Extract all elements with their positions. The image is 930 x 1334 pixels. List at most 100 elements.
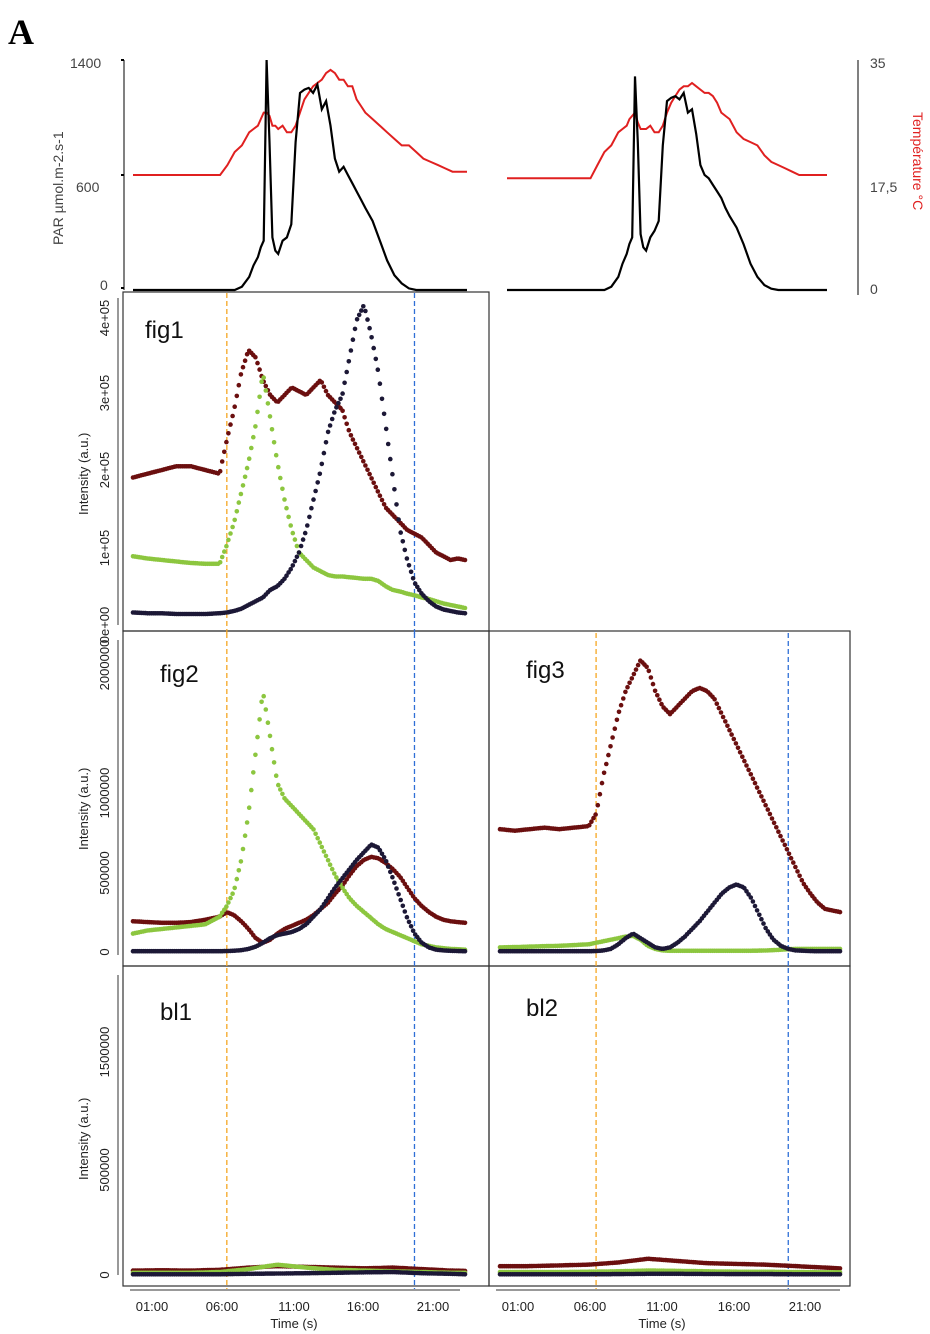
fig1-point: [253, 354, 258, 360]
fig1-point: [269, 427, 275, 432]
fig1-point: [325, 429, 331, 435]
fig3-label: fig3: [526, 657, 565, 684]
fig1-point: [288, 523, 294, 528]
fig3-point: [725, 723, 730, 729]
fig3-point: [731, 736, 737, 742]
fig1-point: [244, 351, 250, 357]
fig2-point: [327, 862, 333, 867]
bl2-x-tick: 01:00: [502, 1299, 535, 1314]
fig3-point: [752, 780, 758, 786]
fig3-point: [593, 812, 598, 817]
fig2-y-axis: 0 500000 1000000 2000000: [97, 640, 119, 956]
bl1-x-tick: 21:00: [417, 1299, 450, 1314]
fig1-point: [280, 486, 285, 492]
fig2-point: [398, 897, 404, 903]
fig2-series-navy: [130, 842, 468, 954]
fig2-point: [317, 840, 323, 845]
fig2-point: [462, 948, 468, 954]
fig3-point: [648, 675, 654, 680]
fig2-point: [267, 733, 273, 739]
fig2-point: [396, 892, 401, 897]
fig3-point: [746, 767, 751, 773]
fig3-point: [837, 909, 843, 915]
fig1-y-tick: 4e+05: [97, 300, 112, 337]
fig1-point: [234, 509, 240, 514]
fig1-point: [271, 440, 277, 445]
bl1-point: [462, 1272, 468, 1277]
fig2-point: [332, 871, 337, 876]
fig3-point: [754, 785, 760, 790]
fig2-point: [246, 805, 252, 810]
fig3-point: [595, 802, 601, 808]
fig3-point: [774, 825, 779, 830]
bl1-y-tick: 1500000: [97, 1027, 112, 1078]
fig2-point: [315, 835, 321, 841]
fig3-point: [750, 776, 756, 781]
fig3-point: [737, 750, 743, 755]
fig1-y-tick: 0e+00: [97, 607, 112, 644]
fig2-point: [261, 693, 267, 699]
fig1-point: [344, 421, 350, 427]
fig3-point: [655, 693, 660, 698]
fig1-point: [410, 576, 416, 581]
fig1-point: [365, 467, 370, 473]
bl2-point: [837, 1266, 843, 1271]
fig1-point: [334, 405, 339, 410]
fig1-point: [286, 514, 291, 520]
fig1-point: [242, 474, 248, 480]
env-panel: 1400 600 0 PAR µmol.m-2.s-1 35 17,5 0 Te…: [50, 55, 926, 297]
fig2-point: [240, 846, 246, 852]
fig1-point: [394, 502, 399, 507]
bl1-y-tick: 0: [97, 1271, 112, 1278]
fig1-point: [359, 308, 364, 313]
fig1-plot: [130, 293, 468, 634]
fig3-point: [599, 780, 605, 786]
fig3-point: [761, 798, 766, 804]
fig1-point: [300, 537, 306, 542]
bl2-series-dark_red: [497, 1256, 843, 1271]
fig3-point: [616, 709, 622, 715]
fig1-point: [356, 312, 362, 318]
fig1-point: [226, 431, 231, 436]
fig1-point: [365, 317, 370, 322]
fig2-point: [383, 859, 389, 864]
par-tick-0: 0: [100, 277, 108, 293]
fig1-point: [219, 459, 225, 464]
fig2-point: [402, 909, 408, 914]
fig3-point: [782, 842, 788, 848]
bl2-x-tick: 11:00: [646, 1299, 678, 1314]
fig3-point: [759, 794, 764, 799]
fig3-point: [652, 688, 658, 694]
fig3-point: [629, 676, 635, 681]
fig1-point: [315, 480, 321, 485]
fig3-point: [788, 855, 794, 861]
panel-letter: A: [8, 12, 34, 52]
bl1-x-tick: 11:00: [278, 1299, 310, 1314]
fig2-point: [406, 919, 412, 925]
fig1-point: [230, 524, 235, 530]
temp-tick-35: 35: [870, 55, 886, 71]
fig2-point: [255, 734, 260, 740]
fig2-y-axis-title: Intensity (a.u.): [76, 768, 91, 850]
fig1-point: [236, 500, 242, 505]
bl2-label: bl2: [526, 995, 558, 1022]
fig1-series-dark_red: [130, 348, 468, 563]
fig1-point: [338, 396, 343, 402]
fig1-point: [340, 408, 345, 414]
fig1-point: [361, 304, 366, 309]
fig1-point: [392, 487, 397, 492]
fig3-point: [793, 864, 798, 870]
fig1-point: [265, 401, 271, 406]
fig1-point: [371, 345, 377, 351]
fig1-y-tick: 1e+05: [97, 530, 112, 567]
bl1-x-tick: 01:00: [136, 1299, 169, 1314]
fig2-point: [323, 853, 329, 859]
fig3-point: [735, 745, 741, 751]
fig1-point: [242, 358, 248, 364]
bl2-plot: [497, 968, 843, 1289]
fig1-point: [323, 388, 329, 394]
fig1-point: [346, 427, 352, 433]
fig1-point: [257, 367, 262, 372]
fig2-y-tick: 2000000: [97, 640, 112, 691]
fig3-point: [591, 815, 596, 821]
